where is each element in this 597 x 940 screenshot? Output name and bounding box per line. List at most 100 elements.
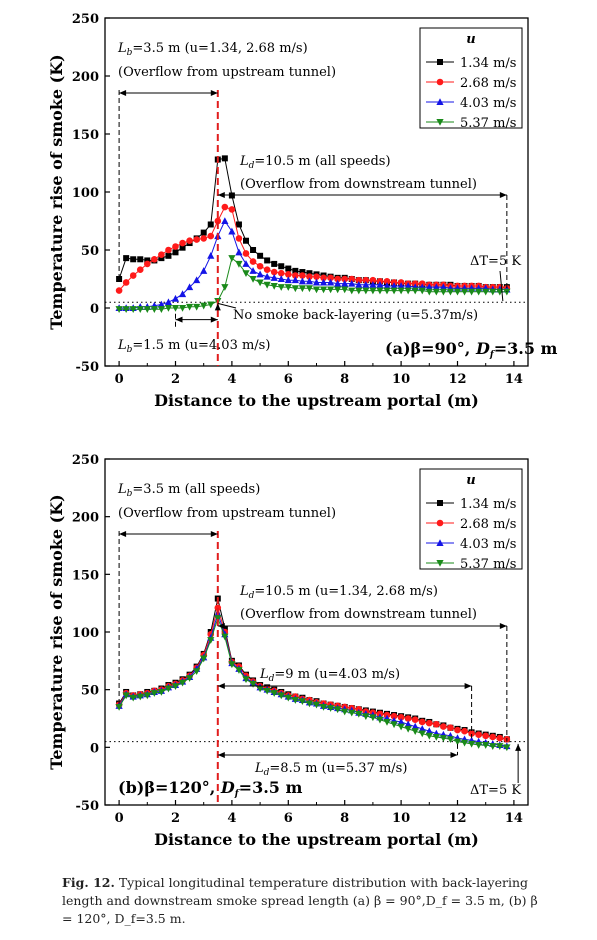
data-point [263, 281, 271, 289]
y-axis-label: Temperature rise of smoke (K) [47, 494, 66, 769]
data-point [305, 277, 314, 285]
y-tick-label: 150 [72, 128, 99, 143]
data-point [263, 266, 271, 274]
data-point [242, 270, 250, 277]
data-point [334, 279, 342, 287]
x-tick-label: 6 [284, 811, 293, 826]
data-point [341, 286, 349, 294]
annotation-dt: ΔT=5 K [470, 783, 521, 798]
data-point [404, 282, 412, 289]
legend-box [419, 27, 523, 129]
data-point [453, 738, 462, 746]
data-point [200, 229, 207, 236]
data-point [292, 272, 299, 279]
data-point [426, 719, 433, 727]
annotation-lb-note: (Overflow from upstream tunnel) [118, 506, 336, 521]
data-point [136, 266, 144, 274]
data-point [468, 740, 476, 748]
data-point [348, 287, 356, 295]
data-point [242, 250, 250, 257]
data-point [270, 282, 278, 290]
x-tick-label: 8 [340, 811, 349, 826]
data-point [306, 270, 313, 277]
data-point [397, 287, 405, 295]
data-point [165, 252, 172, 259]
data-point [136, 306, 144, 313]
data-point [144, 257, 151, 264]
data-point [277, 269, 285, 277]
data-point [186, 303, 194, 311]
lb15-arrow-head-left [175, 316, 183, 323]
data-point [193, 668, 201, 676]
data-point [298, 285, 306, 293]
data-point [496, 734, 504, 742]
legend-entry: 1.34 m/s [460, 497, 516, 512]
data-point [285, 265, 292, 272]
data-point [207, 221, 214, 228]
data-point [171, 305, 180, 312]
data-point [284, 284, 292, 291]
data-point [249, 276, 257, 283]
x-tick-label: 10 [392, 811, 410, 826]
data-point [129, 694, 137, 702]
ld85-arrow-head-right [450, 752, 458, 758]
data-point [270, 268, 278, 276]
data-point [362, 713, 370, 720]
legend-entry: 2.68 m/s [460, 76, 516, 91]
panel-label: (a)β=90°, Df​=3.5 m [385, 339, 558, 360]
y-tick-label: 50 [81, 684, 99, 699]
noback-arrowhead [214, 303, 221, 311]
data-point [404, 725, 412, 733]
data-point [243, 237, 249, 244]
caption-text: Typical longitudinal temperature distrib… [62, 875, 538, 926]
annotation-ld9: Ld​=9 m (u=4.03 m/s) [259, 667, 400, 684]
data-point [369, 714, 377, 722]
data-point [256, 262, 264, 270]
figure-caption: Fig. 12. Typical longitudinal temperatur… [62, 874, 552, 928]
data-point [439, 283, 447, 291]
data-point [179, 239, 186, 247]
data-point [171, 294, 180, 302]
annotation-ld-note: (Overflow from downstream tunnel) [240, 177, 477, 192]
data-point [115, 306, 123, 313]
x-tick-label: 0 [115, 372, 124, 387]
data-point [312, 278, 321, 286]
data-point [270, 690, 278, 697]
annotations: Lb​=3.5 m (u=1.34, 2.68 m/s) (Overflow fr… [117, 41, 521, 355]
data-point [291, 285, 299, 293]
data-point [397, 282, 405, 289]
ld9-arrow-head-right [464, 683, 472, 689]
data-point [327, 705, 335, 712]
data-point [390, 287, 398, 295]
x-tick-label: 14 [505, 372, 523, 387]
data-point [376, 281, 384, 288]
data-point [235, 260, 243, 268]
legend-title: u [466, 32, 475, 47]
data-point [432, 733, 440, 741]
data-point [320, 274, 327, 282]
data-point [164, 685, 173, 693]
data-point [299, 272, 306, 279]
annotation-ld: Ld​=10.5 m (u=1.34, 2.68 m/s) [239, 584, 438, 601]
data-point [482, 732, 490, 740]
annotation-noback: No smoke back-layering (u=5.37m/s) [233, 308, 478, 323]
data-point [178, 305, 187, 312]
ld-arrow-head-right [499, 192, 507, 198]
data-point [115, 287, 123, 294]
data-point [122, 692, 130, 700]
data-point [383, 287, 391, 295]
panel-label: (b)β=120°, Df​=3.5 m [118, 778, 302, 799]
data-point [489, 733, 497, 741]
data-point [200, 302, 208, 310]
ld85-arrow-head-left [217, 752, 225, 758]
data-point [468, 288, 476, 296]
data-point [143, 692, 151, 700]
data-point [291, 697, 299, 704]
x-tick-label: 14 [505, 811, 523, 826]
y-tick-label: 100 [72, 186, 99, 201]
data-point [256, 279, 264, 287]
data-point [460, 288, 469, 296]
data-point [221, 284, 229, 291]
y-axis-label: Temperature rise of smoke (K) [47, 54, 66, 329]
data-point [143, 306, 151, 313]
